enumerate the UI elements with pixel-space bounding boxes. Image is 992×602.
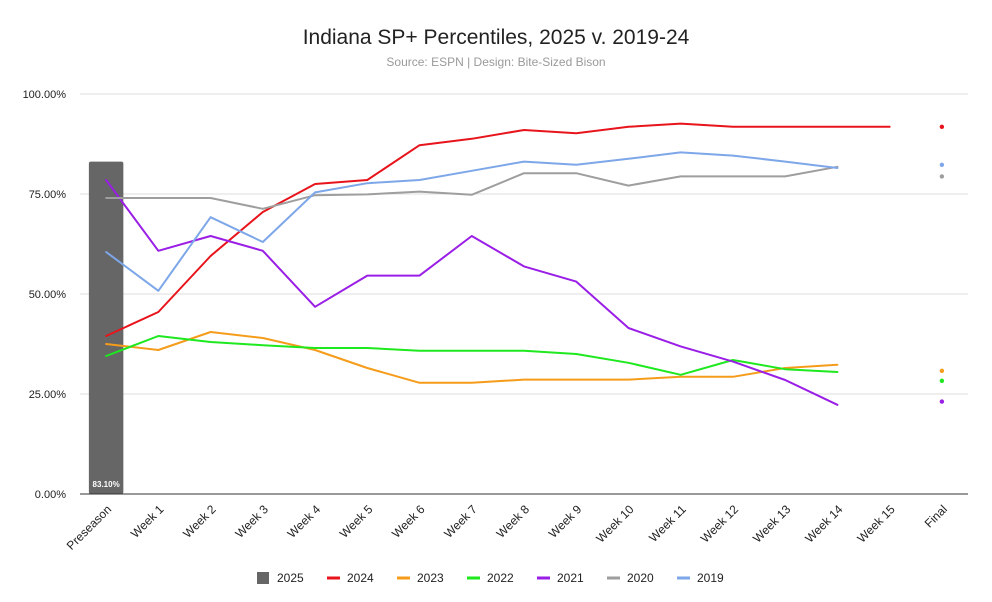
point-2023-final [939, 368, 945, 373]
legend-item-2021: 2021 [537, 571, 584, 585]
bars: 83.10% [88, 161, 124, 494]
ytick-label-50: 50.00% [29, 289, 67, 301]
xtick-label-week-1: Week 1 [128, 502, 167, 541]
line-2021 [105, 179, 839, 406]
legend-label-2021: 2021 [557, 571, 584, 585]
legend-label-2024: 2024 [347, 571, 374, 585]
xtick-label-week-8: Week 8 [494, 502, 533, 541]
legend-item-2022: 2022 [467, 571, 514, 585]
xtick-label-week-13: Week 13 [750, 502, 793, 545]
line-2024 [105, 122, 891, 337]
legend-swatch-2024 [327, 576, 340, 580]
line-2020 [105, 165, 839, 210]
xtick-label-week-10: Week 10 [593, 502, 636, 545]
ytick-label-25: 25.00% [29, 389, 67, 401]
line-2023 [105, 331, 839, 384]
y-axis-ticks: 0.00% 25.00% 50.00% 75.00% 100.00% [23, 89, 67, 501]
xtick-label-preseason: Preseason [64, 502, 114, 552]
ytick-label-75: 75.00% [29, 189, 67, 201]
legend: 2025 2024 2023 2022 2021 2020 2019 [257, 571, 724, 585]
legend-item-2023: 2023 [397, 571, 444, 585]
chart-subtitle: Source: ESPN | Design: Bite-Sized Bison [386, 55, 605, 69]
ytick-label-0: 0.00% [35, 489, 66, 501]
chart-title: Indiana SP+ Percentiles, 2025 v. 2019-24 [303, 26, 690, 49]
final-points [939, 124, 945, 404]
x-axis-ticks: Preseason Week 1 Week 2 Week 3 Week 4 Week 5 W… [64, 502, 950, 553]
point-2024-final [939, 124, 945, 129]
point-2020-final [939, 174, 945, 179]
legend-item-2025: 2025 [257, 571, 304, 585]
gridlines [80, 93, 968, 395]
xtick-label-week-11: Week 11 [646, 502, 689, 545]
legend-item-2024: 2024 [327, 571, 374, 585]
legend-label-2022: 2022 [487, 571, 514, 585]
ytick-label-100: 100.00% [23, 89, 67, 101]
xtick-label-week-9: Week 9 [546, 502, 585, 541]
point-2021-final [939, 399, 945, 404]
xtick-label-week-6: Week 6 [389, 502, 428, 541]
xtick-label-week-4: Week 4 [285, 502, 324, 541]
point-2019-final [939, 162, 945, 167]
xtick-label-week-12: Week 12 [698, 502, 741, 545]
xtick-label-final: Final [922, 502, 950, 530]
point-2022-final [939, 378, 945, 383]
legend-label-2023: 2023 [417, 571, 444, 585]
legend-label-2025: 2025 [277, 571, 304, 585]
legend-label-2020: 2020 [627, 571, 654, 585]
xtick-label-week-2: Week 2 [180, 502, 219, 541]
xtick-label-week-14: Week 14 [802, 502, 845, 545]
legend-swatch-2020 [607, 576, 620, 580]
xtick-label-week-7: Week 7 [441, 502, 480, 541]
line-2022 [105, 335, 839, 376]
legend-label-2019: 2019 [697, 571, 724, 585]
xtick-label-week-15: Week 15 [855, 502, 898, 545]
line-2019 [105, 151, 839, 292]
legend-swatch-2023 [397, 576, 410, 580]
legend-swatch-2021 [537, 576, 550, 580]
bar-2025-preseason [88, 161, 124, 494]
legend-swatch-2025 [257, 572, 269, 584]
legend-swatch-2019 [677, 576, 690, 580]
bar-data-label: 83.10% [93, 480, 120, 489]
xtick-label-week-3: Week 3 [232, 502, 271, 541]
legend-item-2020: 2020 [607, 571, 654, 585]
xtick-label-week-5: Week 5 [337, 502, 376, 541]
legend-swatch-2022 [467, 576, 480, 580]
legend-item-2019: 2019 [677, 571, 724, 585]
series-lines [105, 122, 891, 406]
